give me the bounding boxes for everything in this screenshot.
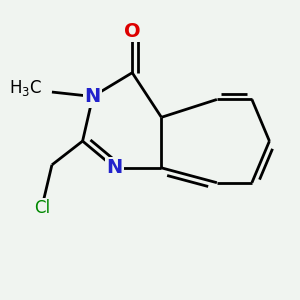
Text: Cl: Cl: [34, 199, 50, 217]
Text: O: O: [124, 22, 140, 40]
Text: H$_3$C: H$_3$C: [8, 78, 42, 98]
Text: N: N: [85, 87, 101, 106]
Text: N: N: [106, 158, 123, 177]
